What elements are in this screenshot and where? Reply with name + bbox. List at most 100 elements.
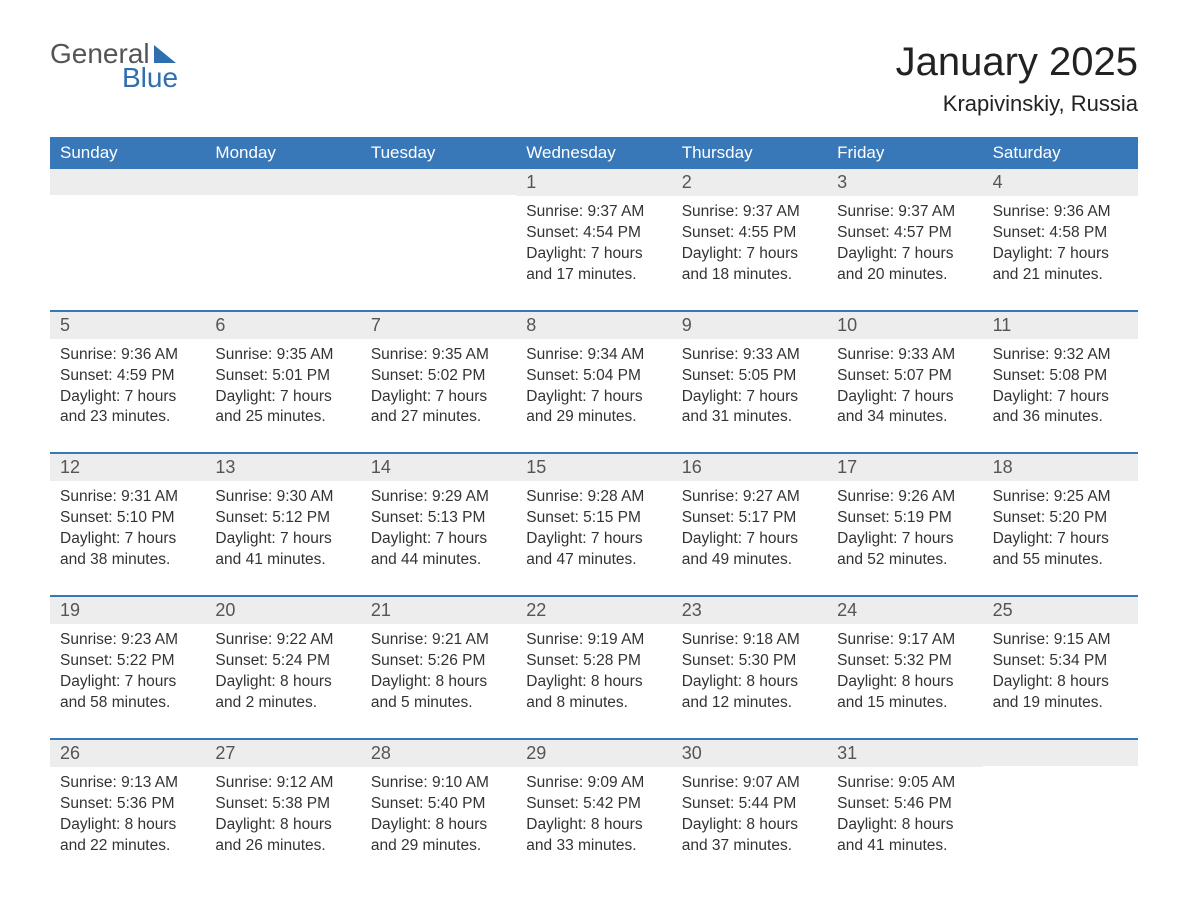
daylight-text: Daylight: 7 hours — [215, 529, 350, 550]
calendar: Sunday Monday Tuesday Wednesday Thursday… — [50, 137, 1138, 866]
day-info: Sunrise: 9:34 AMSunset: 5:04 PMDaylight:… — [526, 345, 661, 429]
day-info: Sunrise: 9:09 AMSunset: 5:42 PMDaylight:… — [526, 773, 661, 857]
sunset-text: Sunset: 5:46 PM — [837, 794, 972, 815]
daylight-text: and 29 minutes. — [371, 836, 506, 857]
day-info: Sunrise: 9:33 AMSunset: 5:05 PMDaylight:… — [682, 345, 817, 429]
day-info: Sunrise: 9:36 AMSunset: 4:59 PMDaylight:… — [60, 345, 195, 429]
daylight-text: Daylight: 8 hours — [993, 672, 1128, 693]
day-number: 2 — [672, 169, 827, 196]
calendar-cell — [50, 169, 205, 296]
daylight-text: and 34 minutes. — [837, 407, 972, 428]
daylight-text: Daylight: 7 hours — [682, 529, 817, 550]
day-info: Sunrise: 9:37 AMSunset: 4:54 PMDaylight:… — [526, 202, 661, 286]
calendar-cell: 4Sunrise: 9:36 AMSunset: 4:58 PMDaylight… — [983, 169, 1138, 296]
daylight-text: Daylight: 7 hours — [60, 387, 195, 408]
sunset-text: Sunset: 5:36 PM — [60, 794, 195, 815]
month-title: January 2025 — [896, 40, 1138, 85]
calendar-cell: 19Sunrise: 9:23 AMSunset: 5:22 PMDayligh… — [50, 597, 205, 724]
daylight-text: and 29 minutes. — [526, 407, 661, 428]
sunrise-text: Sunrise: 9:13 AM — [60, 773, 195, 794]
sunrise-text: Sunrise: 9:09 AM — [526, 773, 661, 794]
day-number — [983, 740, 1138, 766]
sunrise-text: Sunrise: 9:32 AM — [993, 345, 1128, 366]
daylight-text: and 49 minutes. — [682, 550, 817, 571]
sunrise-text: Sunrise: 9:19 AM — [526, 630, 661, 651]
sunset-text: Sunset: 5:10 PM — [60, 508, 195, 529]
calendar-cell: 21Sunrise: 9:21 AMSunset: 5:26 PMDayligh… — [361, 597, 516, 724]
daylight-text: and 47 minutes. — [526, 550, 661, 571]
sunrise-text: Sunrise: 9:21 AM — [371, 630, 506, 651]
sunset-text: Sunset: 4:59 PM — [60, 366, 195, 387]
day-number — [361, 169, 516, 195]
sunrise-text: Sunrise: 9:33 AM — [682, 345, 817, 366]
day-number: 12 — [50, 454, 205, 481]
day-number: 1 — [516, 169, 671, 196]
calendar-cell: 25Sunrise: 9:15 AMSunset: 5:34 PMDayligh… — [983, 597, 1138, 724]
sunrise-text: Sunrise: 9:27 AM — [682, 487, 817, 508]
daylight-text: and 8 minutes. — [526, 693, 661, 714]
calendar-cell: 8 Sunrise: 9:34 AMSunset: 5:04 PMDaylight… — [516, 312, 671, 439]
calendar-cell: 1 Sunrise: 9:37 AMSunset: 4:54 PMDaylight… — [516, 169, 671, 296]
sunset-text: Sunset: 5:04 PM — [526, 366, 661, 387]
weekday-header: Monday — [205, 137, 360, 169]
day-info: Sunrise: 9:27 AMSunset: 5:17 PMDaylight:… — [682, 487, 817, 571]
daylight-text: and 5 minutes. — [371, 693, 506, 714]
day-number — [50, 169, 205, 195]
sunset-text: Sunset: 4:57 PM — [837, 223, 972, 244]
sunset-text: Sunset: 5:32 PM — [837, 651, 972, 672]
week-row: 26Sunrise: 9:13 AMSunset: 5:36 PMDayligh… — [50, 738, 1138, 867]
daylight-text: and 15 minutes. — [837, 693, 972, 714]
day-number: 14 — [361, 454, 516, 481]
calendar-cell: 5Sunrise: 9:36 AMSunset: 4:59 PMDaylight… — [50, 312, 205, 439]
sunset-text: Sunset: 5:30 PM — [682, 651, 817, 672]
day-info: Sunrise: 9:28 AMSunset: 5:15 PMDaylight:… — [526, 487, 661, 571]
sunrise-text: Sunrise: 9:26 AM — [837, 487, 972, 508]
logo-arrow-icon — [154, 45, 176, 63]
day-info: Sunrise: 9:10 AMSunset: 5:40 PMDaylight:… — [371, 773, 506, 857]
day-info: Sunrise: 9:07 AMSunset: 5:44 PMDaylight:… — [682, 773, 817, 857]
daylight-text: Daylight: 8 hours — [371, 815, 506, 836]
day-number: 3 — [827, 169, 982, 196]
sunset-text: Sunset: 5:28 PM — [526, 651, 661, 672]
day-number: 7 — [361, 312, 516, 339]
day-number: 11 — [983, 312, 1138, 339]
daylight-text: and 31 minutes. — [682, 407, 817, 428]
daylight-text: Daylight: 7 hours — [682, 244, 817, 265]
daylight-text: and 27 minutes. — [371, 407, 506, 428]
calendar-cell: 18Sunrise: 9:25 AMSunset: 5:20 PMDayligh… — [983, 454, 1138, 581]
week-row: 5Sunrise: 9:36 AMSunset: 4:59 PMDaylight… — [50, 310, 1138, 439]
calendar-cell: 2Sunrise: 9:37 AMSunset: 4:55 PMDaylight… — [672, 169, 827, 296]
day-number: 8 — [516, 312, 671, 339]
day-number: 15 — [516, 454, 671, 481]
daylight-text: and 23 minutes. — [60, 407, 195, 428]
day-info: Sunrise: 9:13 AMSunset: 5:36 PMDaylight:… — [60, 773, 195, 857]
sunrise-text: Sunrise: 9:29 AM — [371, 487, 506, 508]
calendar-cell: 13Sunrise: 9:30 AMSunset: 5:12 PMDayligh… — [205, 454, 360, 581]
daylight-text: and 18 minutes. — [682, 265, 817, 286]
day-info: Sunrise: 9:37 AMSunset: 4:57 PMDaylight:… — [837, 202, 972, 286]
day-number: 17 — [827, 454, 982, 481]
sunrise-text: Sunrise: 9:37 AM — [526, 202, 661, 223]
sunset-text: Sunset: 5:44 PM — [682, 794, 817, 815]
day-number: 31 — [827, 740, 982, 767]
day-info: Sunrise: 9:30 AMSunset: 5:12 PMDaylight:… — [215, 487, 350, 571]
sunrise-text: Sunrise: 9:15 AM — [993, 630, 1128, 651]
day-number: 26 — [50, 740, 205, 767]
sunset-text: Sunset: 4:54 PM — [526, 223, 661, 244]
sunrise-text: Sunrise: 9:10 AM — [371, 773, 506, 794]
day-info: Sunrise: 9:05 AMSunset: 5:46 PMDaylight:… — [837, 773, 972, 857]
daylight-text: Daylight: 7 hours — [526, 387, 661, 408]
daylight-text: Daylight: 8 hours — [837, 815, 972, 836]
daylight-text: Daylight: 7 hours — [682, 387, 817, 408]
sunset-text: Sunset: 5:15 PM — [526, 508, 661, 529]
day-info: Sunrise: 9:33 AMSunset: 5:07 PMDaylight:… — [837, 345, 972, 429]
sunrise-text: Sunrise: 9:34 AM — [526, 345, 661, 366]
day-number: 22 — [516, 597, 671, 624]
week-row: 1Sunrise: 9:37 AMSunset: 4:54 PMDaylight… — [50, 169, 1138, 296]
day-info: Sunrise: 9:17 AMSunset: 5:32 PMDaylight:… — [837, 630, 972, 714]
calendar-cell: 27Sunrise: 9:12 AMSunset: 5:38 PMDayligh… — [205, 740, 360, 867]
calendar-cell — [205, 169, 360, 296]
day-info: Sunrise: 9:26 AMSunset: 5:19 PMDaylight:… — [837, 487, 972, 571]
calendar-cell: 24Sunrise: 9:17 AMSunset: 5:32 PMDayligh… — [827, 597, 982, 724]
day-info: Sunrise: 9:19 AMSunset: 5:28 PMDaylight:… — [526, 630, 661, 714]
